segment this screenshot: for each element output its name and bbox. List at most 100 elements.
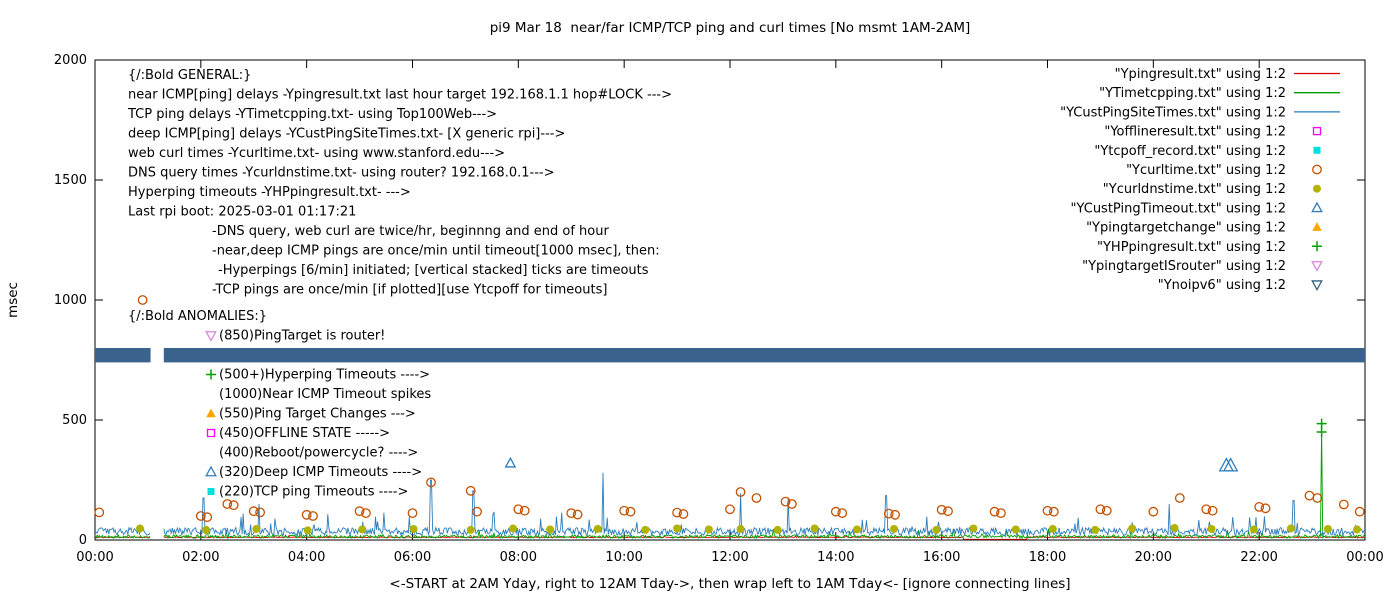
marker-circle-filled (202, 525, 211, 534)
x-tick-label: 18:00 (1029, 550, 1066, 565)
marker-circle-open (735, 487, 746, 497)
marker-circle-filled (810, 524, 819, 533)
marker-circle-filled (1011, 525, 1020, 534)
general-annotation-line: -Hyperpings [6/min] initiated; [vertical… (218, 263, 649, 278)
general-annotation-line: Last rpi boot: 2025-03-01 01:17:21 (128, 205, 356, 220)
marker-circle-filled (1286, 524, 1295, 533)
marker-plus (1316, 427, 1327, 437)
marker-circle-open (1354, 506, 1365, 517)
marker-circle-open (195, 511, 206, 521)
x-tick-label: 10:00 (605, 550, 642, 565)
marker-circle-open (361, 508, 371, 519)
marker-circle-open (513, 504, 524, 515)
marker-circle-open (787, 499, 797, 509)
legend-label: "YCustPingTimeout.txt" using 1:2 (1071, 201, 1286, 216)
marker-circle-open (936, 504, 947, 515)
anomaly-annotation-line: {/:Bold ANOMALIES:} (128, 309, 267, 324)
marker-circle-filled (1128, 524, 1137, 533)
marker-circle-open (678, 509, 689, 519)
marker-circle-open (248, 506, 259, 517)
x-tick-label: 00:00 (76, 550, 113, 565)
marker-triangle-up-open (504, 456, 517, 468)
marker-circle-filled (1323, 524, 1332, 533)
marker-circle-open (1312, 493, 1323, 503)
marker-circle-open (472, 506, 482, 517)
marker-circle-open (1260, 503, 1271, 514)
marker-circle-open (1304, 490, 1315, 501)
y-tick-label: 500 (62, 413, 87, 428)
marker-circle-open (883, 508, 894, 519)
marker-triangle-down-open (1311, 280, 1323, 292)
marker-circle-filled (358, 525, 367, 534)
marker-circle-filled (593, 524, 602, 533)
marker-circle-open (890, 509, 900, 520)
marker-circle-open (407, 508, 418, 519)
anomaly-annotation-line: (220)TCP ping Timeouts ----> (219, 485, 408, 500)
marker-triangle-up-filled (206, 408, 216, 418)
y-tick-label: 1000 (54, 293, 87, 308)
x-tick-label: 22:00 (1240, 550, 1277, 565)
anomaly-annotation-line: (450)OFFLINE STATE -----> (219, 426, 390, 441)
marker-circle-open (1207, 505, 1218, 516)
marker-circle-filled (1048, 524, 1057, 533)
marker-circle-open (837, 508, 848, 519)
marker-circle-open (1042, 505, 1053, 516)
marker-plus (1312, 241, 1322, 252)
marker-circle-open (426, 477, 436, 488)
marker-circle-open (1338, 499, 1349, 510)
marker-circle-open (989, 506, 1000, 517)
general-annotation-line: -TCP pings are once/min [if plotted][use… (212, 283, 607, 298)
marker-circle-open (725, 504, 735, 515)
marker-circle-open (1048, 506, 1059, 517)
marker-circle-open (465, 485, 476, 496)
marker-circle-open (354, 506, 365, 517)
general-annotation-line: TCP ping delays -YTimetcpping.txt- using… (127, 107, 497, 122)
marker-circle-filled (466, 525, 475, 534)
marker-triangle-up-open (1311, 201, 1323, 213)
marker-circle-open (751, 493, 762, 503)
marker-circle-filled (1170, 524, 1179, 532)
marker-circle-open (943, 506, 953, 517)
x-tick-label: 14:00 (817, 550, 854, 565)
legend-label: "YCustPingSiteTimes.txt" using 1:2 (1060, 105, 1286, 120)
x-tick-label: 20:00 (1135, 550, 1172, 565)
general-annotation-line: web curl times -Ycurltime.txt- using www… (128, 146, 505, 161)
x-tick-label: 08:00 (500, 550, 537, 565)
anomaly-annotation-line: (850)PingTarget is router! (219, 329, 385, 344)
legend-label: "Ycurltime.txt" using 1:2 (1126, 163, 1286, 178)
y-axis-label: msec (5, 282, 21, 318)
x-tick-label: 00:00 (1346, 550, 1383, 565)
marker-circle-open (625, 506, 636, 517)
series-band-Ynoipv6 (95, 348, 151, 363)
marker-circle-filled (853, 525, 861, 534)
marker-circle-filled (252, 524, 261, 533)
marker-circle-open (301, 509, 312, 520)
marker-circle-open (137, 295, 148, 305)
anomaly-annotation-line: (550)Ping Target Changes ---> (219, 407, 416, 422)
marker-circle-open (94, 507, 105, 518)
anomaly-annotation-line: (500+)Hyperping Timeouts ----> (219, 368, 430, 383)
marker-circle-open (202, 512, 213, 523)
chart-title: pi9 Mar 18 near/far ICMP/TCP ping and cu… (490, 20, 971, 36)
general-annotation-line: -DNS query, web curl are twice/hr, begin… (212, 224, 609, 239)
marker-triangle-down-open (205, 331, 217, 342)
marker-circle-filled (673, 524, 682, 533)
legend-label: "Ytcpoff_record.txt" using 1:2 (1094, 144, 1286, 159)
marker-circle-open (1174, 493, 1185, 503)
marker-circle-filled (546, 525, 555, 534)
marker-plus (1316, 418, 1327, 429)
marker-circle-filled (1249, 525, 1258, 534)
y-tick-label: 2000 (54, 53, 87, 68)
marker-circle-open (1312, 164, 1322, 175)
marker-square-open (1312, 126, 1322, 136)
marker-circle-filled (303, 526, 312, 535)
x-axis-label: <-START at 2AM Yday, right to 12AM Tday-… (389, 576, 1070, 592)
marker-circle-filled (932, 525, 941, 534)
legend-label: "YHPpingresult.txt" using 1:2 (1097, 240, 1286, 255)
marker-circle-open (1201, 504, 1212, 515)
marker-circle-open (228, 500, 239, 511)
marker-circle-filled (969, 524, 978, 533)
marker-circle-open (780, 496, 791, 507)
legend-label: "Yofflineresult.txt" using 1:2 (1104, 125, 1286, 140)
general-annotation-line: {/:Bold GENERAL:} (128, 68, 251, 83)
